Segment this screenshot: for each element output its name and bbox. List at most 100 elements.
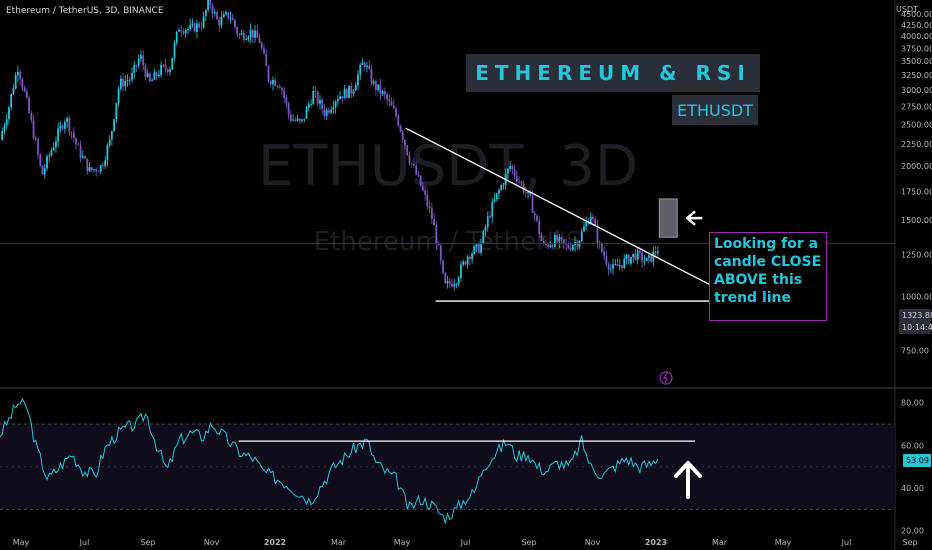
candle-body	[475, 244, 478, 247]
candle-body	[301, 119, 303, 121]
candle-body	[287, 103, 290, 115]
candle-body	[269, 80, 272, 85]
candle-body	[113, 119, 116, 132]
candle-body	[457, 278, 460, 285]
candle-body	[3, 125, 6, 132]
y-tick-label: 3500.00	[901, 57, 932, 66]
candle-body	[307, 104, 310, 108]
candle-body	[354, 85, 357, 91]
candle-body	[23, 87, 26, 92]
candle-body	[618, 264, 621, 266]
candle-body	[558, 237, 561, 242]
candle-body	[30, 112, 33, 121]
candle-body	[122, 78, 124, 87]
note-line: trend line	[714, 290, 792, 306]
candle-body	[128, 79, 131, 81]
candle-body	[589, 216, 592, 225]
candles	[1, 0, 659, 291]
candle-body	[187, 28, 189, 31]
candle-body	[442, 260, 444, 273]
candle-body	[560, 237, 563, 240]
candle-body	[178, 30, 180, 32]
candle-body	[63, 121, 66, 129]
candle-body	[204, 9, 207, 17]
candle-body	[314, 91, 317, 92]
candle-body	[325, 110, 328, 116]
candle-body	[542, 240, 545, 244]
candle-body	[247, 37, 250, 39]
candle-body	[328, 110, 330, 113]
candle-body	[90, 167, 93, 171]
candle-body	[498, 190, 500, 194]
candle-body	[529, 191, 532, 196]
candle-body	[151, 79, 154, 82]
price-badge: 1323.88	[899, 309, 932, 322]
candle-body	[310, 104, 312, 106]
candle-body	[545, 243, 547, 245]
candle-body	[207, 0, 209, 10]
candle-body	[218, 19, 221, 26]
candle-body	[106, 145, 109, 161]
candle-body	[142, 55, 145, 66]
candle-body	[491, 201, 494, 217]
candle-body	[359, 64, 362, 75]
candle-body	[383, 91, 386, 95]
candle-body	[272, 79, 274, 85]
candle-body	[115, 103, 118, 120]
watermark-symbol: ETHUSDT, 3D	[258, 134, 638, 199]
candle-body	[509, 166, 512, 169]
candle-body	[547, 244, 550, 247]
candle-body	[386, 94, 388, 100]
candle-body	[567, 244, 570, 248]
candle-body	[446, 281, 449, 284]
candle-body	[289, 114, 292, 121]
rsi-band	[0, 424, 895, 510]
candle-body	[357, 74, 359, 86]
candle-body	[263, 48, 265, 54]
candle-body	[639, 250, 641, 253]
candle-body	[319, 99, 321, 104]
candle-body	[267, 66, 270, 81]
candle-body	[390, 101, 393, 106]
candle-body	[25, 91, 28, 98]
candle-body	[652, 251, 655, 262]
candle-body	[242, 33, 245, 40]
candle-body	[169, 69, 171, 73]
rsi-tick-label: 20.00	[901, 527, 924, 536]
candle-body	[533, 212, 536, 216]
candle-body	[625, 254, 628, 259]
candle-body	[632, 253, 635, 258]
candle-body	[473, 246, 476, 254]
candle-body	[556, 234, 559, 242]
x-tick-label: 2023	[645, 538, 667, 547]
candle-body	[220, 17, 223, 26]
candle-body	[173, 43, 176, 58]
candle-body	[155, 72, 158, 77]
candle-body	[406, 145, 409, 156]
candle-body	[166, 68, 169, 73]
candle-body	[175, 31, 178, 44]
symbol-line: Ethereum / TetherUS, 3D, BINANCE	[6, 6, 164, 16]
candle-body	[39, 154, 42, 166]
candle-body	[460, 264, 462, 279]
candle-body	[68, 117, 71, 132]
candle-body	[323, 109, 326, 116]
candle-body	[437, 243, 440, 246]
candle-body	[110, 131, 113, 140]
candle-body	[424, 190, 427, 195]
candle-body	[345, 89, 348, 98]
candle-body	[647, 255, 650, 258]
candle-body	[321, 99, 324, 110]
candle-body	[531, 195, 534, 213]
candle-body	[417, 174, 420, 176]
candle-body	[61, 125, 64, 129]
candle-body	[636, 250, 639, 260]
y-tick-label: 1250.00	[901, 250, 932, 259]
arrow-left-icon	[685, 210, 703, 226]
currency-label: USDT	[896, 5, 918, 14]
candle-body	[621, 264, 623, 268]
candle-body	[75, 138, 77, 145]
candle-body	[8, 107, 10, 120]
candle-body	[404, 139, 406, 146]
